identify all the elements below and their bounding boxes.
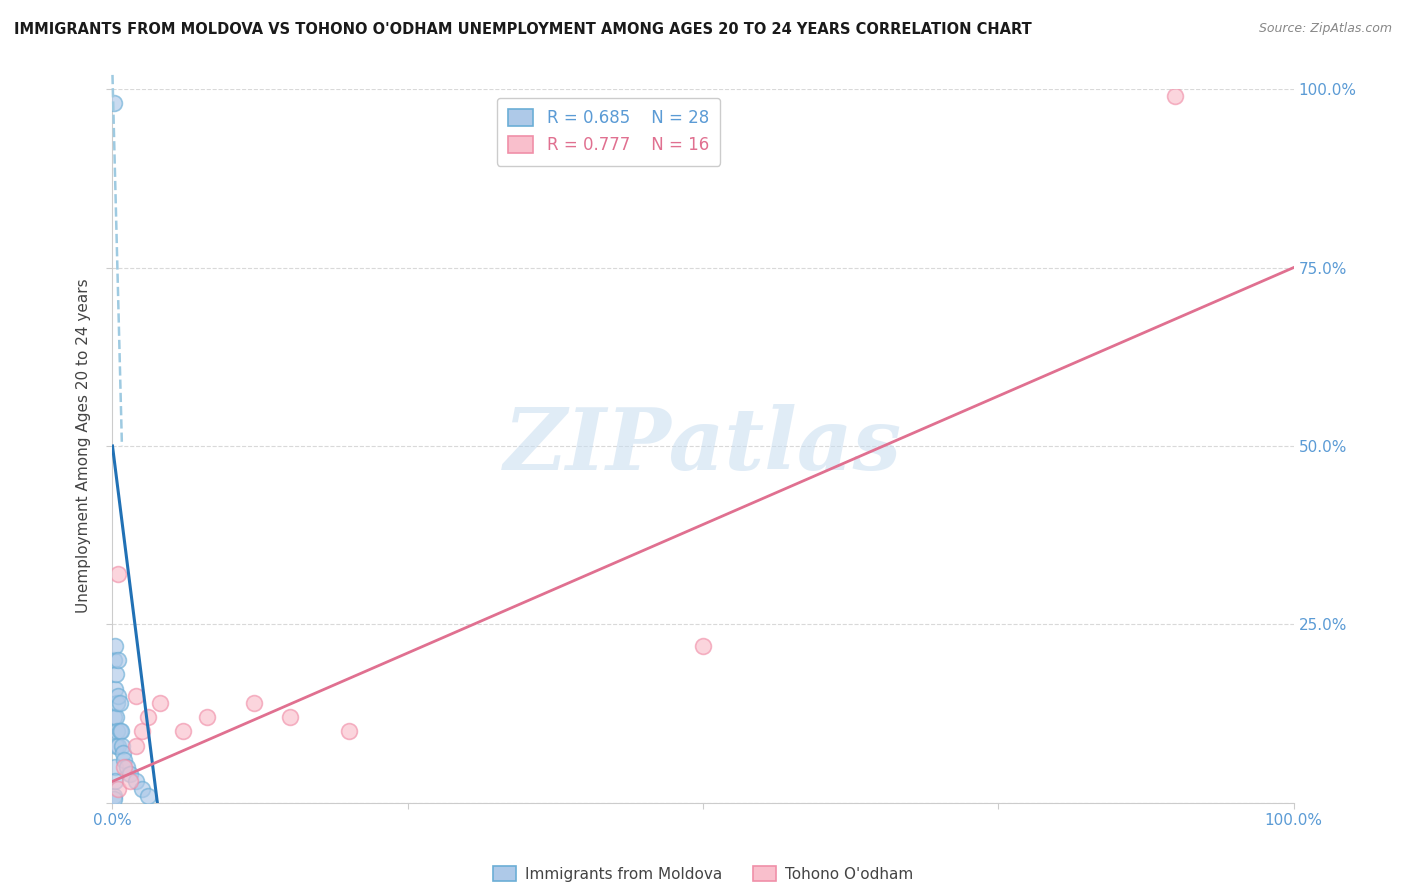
Point: [125, 689, 148, 703]
Point: [243, 696, 266, 710]
Point: [131, 724, 153, 739]
Point: [112, 746, 135, 760]
Point: [104, 774, 127, 789]
Point: [105, 710, 128, 724]
Point: [112, 760, 135, 774]
Point: [278, 710, 301, 724]
Y-axis label: Unemployment Among Ages 20 to 24 years: Unemployment Among Ages 20 to 24 years: [76, 278, 91, 614]
Text: Source: ZipAtlas.com: Source: ZipAtlas.com: [1258, 22, 1392, 36]
Point: [149, 696, 172, 710]
Point: [125, 739, 148, 753]
Point: [107, 739, 129, 753]
Text: ZIPatlas: ZIPatlas: [503, 404, 903, 488]
Point: [105, 739, 128, 753]
Point: [105, 724, 128, 739]
Point: [107, 781, 129, 796]
Legend: Immigrants from Moldova, Tohono O'odham: Immigrants from Moldova, Tohono O'odham: [486, 860, 920, 888]
Point: [108, 696, 131, 710]
Point: [111, 739, 134, 753]
Point: [107, 689, 129, 703]
Point: [115, 760, 138, 774]
Point: [104, 760, 127, 774]
Point: [103, 789, 125, 803]
Point: [337, 724, 360, 739]
Point: [107, 567, 129, 582]
Point: [104, 639, 127, 653]
Point: [692, 639, 714, 653]
Point: [108, 724, 131, 739]
Point: [103, 96, 125, 111]
Point: [103, 792, 125, 806]
Text: IMMIGRANTS FROM MOLDOVA VS TOHONO O'ODHAM UNEMPLOYMENT AMONG AGES 20 TO 24 YEARS: IMMIGRANTS FROM MOLDOVA VS TOHONO O'ODHA…: [14, 22, 1032, 37]
Point: [131, 781, 153, 796]
Point: [105, 667, 128, 681]
Point: [107, 653, 129, 667]
Point: [104, 681, 127, 696]
Point: [172, 724, 194, 739]
Point: [125, 774, 148, 789]
Point: [136, 710, 159, 724]
Point: [136, 789, 159, 803]
Point: [103, 653, 125, 667]
Point: [1164, 89, 1187, 103]
Point: [112, 753, 135, 767]
Point: [195, 710, 218, 724]
Point: [110, 724, 132, 739]
Point: [103, 710, 125, 724]
Point: [120, 767, 142, 781]
Point: [105, 696, 128, 710]
Point: [120, 774, 142, 789]
